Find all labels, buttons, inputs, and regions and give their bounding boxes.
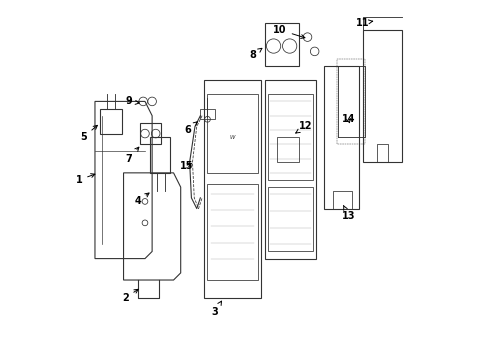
- Text: 8: 8: [249, 48, 262, 60]
- Text: 2: 2: [122, 289, 138, 303]
- Text: 3: 3: [211, 301, 221, 317]
- Text: 6: 6: [184, 122, 197, 135]
- Text: 4: 4: [134, 193, 149, 206]
- Text: 9: 9: [125, 96, 139, 107]
- Text: 1: 1: [75, 174, 95, 185]
- Text: W: W: [230, 135, 235, 140]
- Text: 10: 10: [273, 25, 305, 39]
- Text: 12: 12: [296, 121, 313, 133]
- Text: 13: 13: [342, 206, 355, 221]
- Text: 14: 14: [342, 114, 355, 124]
- Text: 7: 7: [125, 147, 139, 163]
- Text: 15: 15: [180, 161, 193, 171]
- Text: 5: 5: [80, 125, 98, 142]
- Text: 11: 11: [356, 18, 373, 28]
